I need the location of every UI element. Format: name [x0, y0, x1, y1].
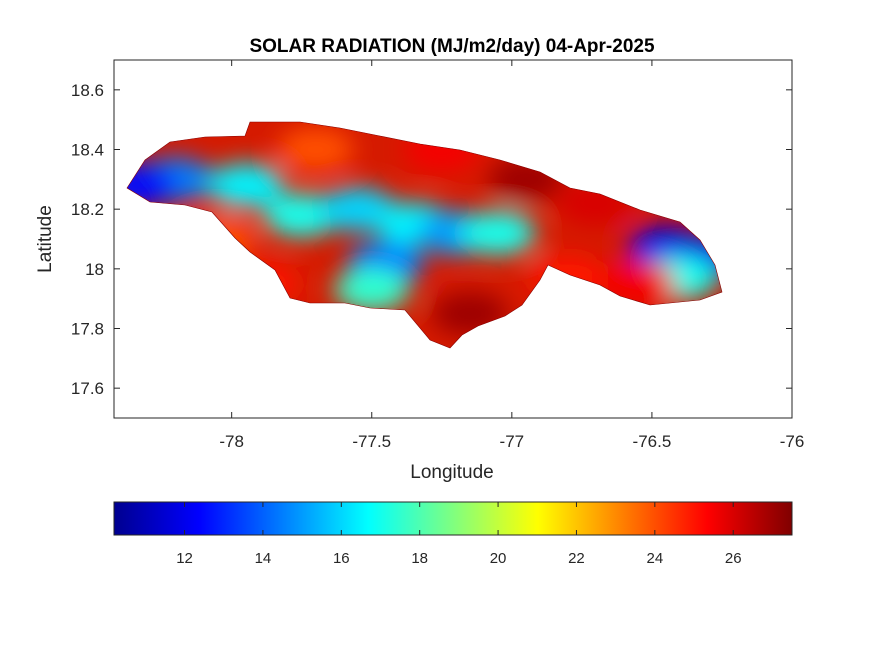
colorbar-gradient — [113, 501, 793, 536]
colorbar-tick-label: 14 — [255, 550, 272, 567]
radiation-patch — [207, 163, 284, 208]
colorbar-tick-label: 20 — [490, 550, 507, 567]
colorbar-tick-label: 16 — [333, 550, 350, 567]
x-tick-label: -77.5 — [352, 432, 391, 451]
y-tick-label: 17.8 — [71, 320, 104, 339]
y-tick-label: 18.2 — [71, 200, 104, 219]
radiation-patch — [333, 267, 410, 312]
colorbar: 12 14 16 18 20 22 24 26 — [113, 501, 793, 567]
y-tick-label: 18 — [85, 260, 104, 279]
x-axis-label: Longitude — [410, 462, 493, 483]
colorbar-tick-label: 24 — [646, 550, 663, 567]
radiation-patch — [263, 193, 340, 238]
y-axis-label: Latitude — [35, 205, 56, 273]
x-tick-label: -76.5 — [633, 432, 672, 451]
colorbar-tick-label: 12 — [176, 550, 193, 567]
y-tick-label: 18.6 — [71, 81, 104, 100]
radiation-patch — [277, 127, 354, 172]
y-tick-label: 18.4 — [71, 141, 104, 160]
x-axis-ticks: -78 -77.5 -77 -76.5 -76 — [219, 60, 804, 451]
colorbar-tick-label: 26 — [725, 550, 742, 567]
colorbar-ticks: 12 14 16 18 20 22 24 26 — [176, 502, 742, 567]
radiation-patch — [127, 163, 178, 208]
radiation-patch — [599, 261, 676, 306]
chart-title: SOLAR RADIATION (MJ/m2/day) 04-Apr-2025 — [249, 36, 654, 57]
colorbar-tick-label: 18 — [411, 550, 428, 567]
y-axis-ticks: 17.6 17.8 18 18.2 18.4 18.6 — [71, 81, 792, 398]
radiation-patch — [459, 211, 536, 256]
x-tick-label: -78 — [219, 432, 244, 451]
y-tick-label: 17.6 — [71, 379, 104, 398]
colorbar-tick-label: 22 — [568, 550, 585, 567]
x-tick-label: -77 — [500, 432, 525, 451]
x-tick-label: -76 — [780, 432, 805, 451]
